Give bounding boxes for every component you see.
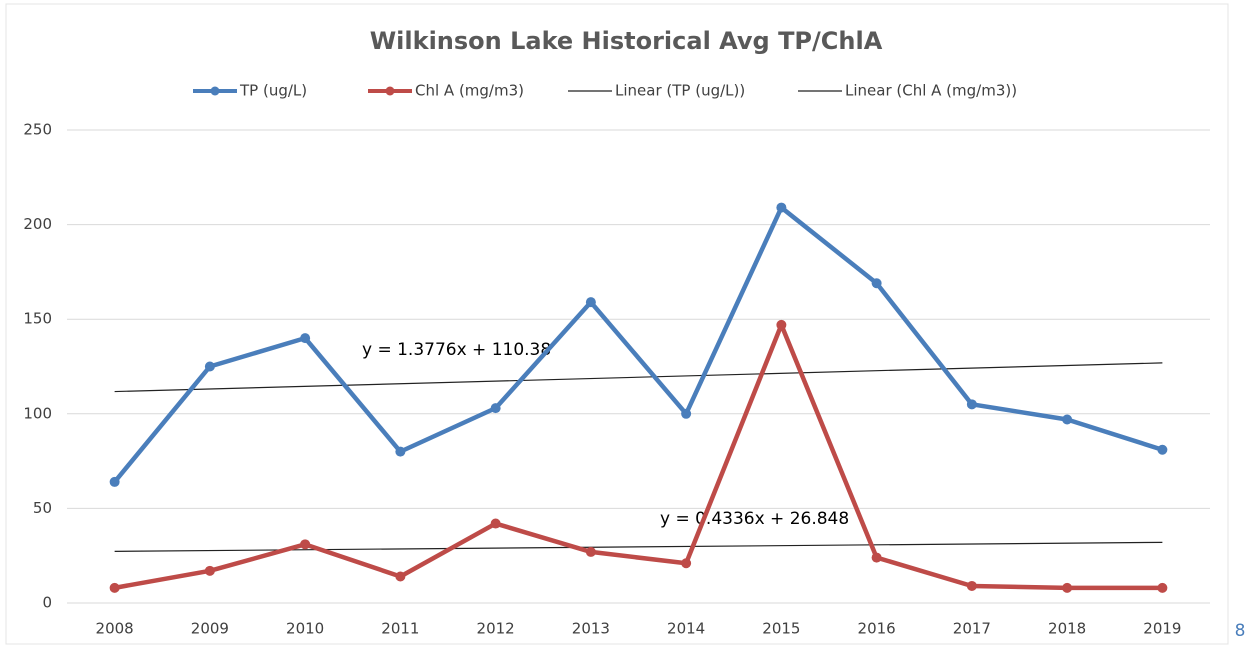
- series-line: [112, 205, 1164, 484]
- data-point: [204, 565, 215, 576]
- x-tick-label: 2019: [1143, 620, 1181, 638]
- x-tick-label: 2018: [1048, 620, 1086, 638]
- legend-label: Linear (TP (ug/L)): [615, 82, 745, 100]
- trendline: [114, 362, 1163, 393]
- legend-marker: [385, 86, 395, 96]
- x-tick-label: 2017: [953, 620, 991, 638]
- data-point: [776, 319, 787, 330]
- data-point: [300, 333, 311, 344]
- data-point: [966, 580, 977, 591]
- chart-frame: [5, 3, 1229, 645]
- data-point: [776, 202, 787, 213]
- y-tick-label: 0: [42, 594, 52, 612]
- x-tick-label: 2011: [381, 620, 419, 638]
- data-point: [1157, 582, 1168, 593]
- data-point: [109, 476, 120, 487]
- legend-label: TP (ug/L): [239, 82, 307, 100]
- data-point: [204, 361, 215, 372]
- y-tick-label: 150: [23, 310, 52, 328]
- y-tick-label: 250: [23, 121, 52, 139]
- y-tick-label: 50: [33, 499, 52, 517]
- data-point: [585, 297, 596, 308]
- trendline: [114, 541, 1163, 552]
- series-line: [114, 322, 1163, 591]
- trendline-equation: y = 0.4336x + 26.848: [660, 509, 849, 529]
- data-point: [966, 399, 977, 410]
- data-point: [871, 278, 882, 289]
- legend-label: Chl A (mg/m3): [415, 82, 524, 100]
- data-point: [585, 546, 596, 557]
- x-tick-label: 2013: [572, 620, 610, 638]
- data-point: [1062, 582, 1073, 593]
- y-tick-label: 100: [23, 404, 52, 422]
- data-point: [490, 518, 501, 529]
- x-tick-label: 2015: [762, 620, 800, 638]
- data-point: [871, 552, 882, 563]
- data-point: [1157, 444, 1168, 455]
- page-number: 8: [1235, 621, 1246, 641]
- data-point: [490, 403, 501, 414]
- data-point: [681, 558, 692, 569]
- data-point: [109, 582, 120, 593]
- data-point: [395, 571, 406, 582]
- legend-marker: [210, 86, 220, 96]
- data-point: [1062, 414, 1073, 425]
- x-tick-label: 2012: [477, 620, 515, 638]
- x-tick-label: 2016: [858, 620, 896, 638]
- data-point: [300, 539, 311, 550]
- data-point: [681, 408, 692, 419]
- y-tick-label: 200: [23, 215, 52, 233]
- data-point: [395, 446, 406, 457]
- x-tick-label: 2009: [191, 620, 229, 638]
- chart-title: Wilkinson Lake Historical Avg TP/ChlA: [370, 27, 883, 55]
- x-tick-label: 2014: [667, 620, 705, 638]
- x-tick-label: 2008: [96, 620, 134, 638]
- legend-label: Linear (Chl A (mg/m3)): [845, 82, 1017, 100]
- x-tick-label: 2010: [286, 620, 324, 638]
- trendline-equation: y = 1.3776x + 110.38: [362, 340, 551, 360]
